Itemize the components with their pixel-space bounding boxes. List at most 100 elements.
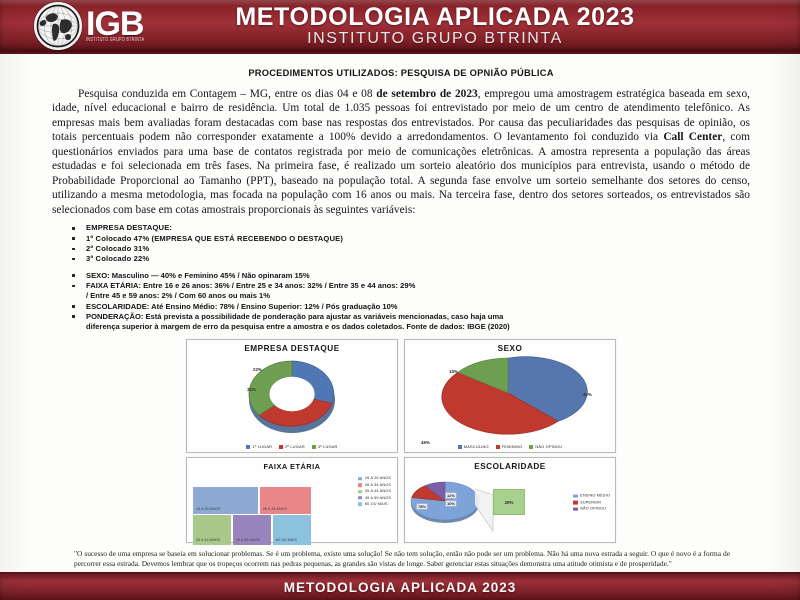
chart-plot-area: 31% 22% [187, 353, 397, 440]
list-item: 2º Colocado 31% [70, 244, 750, 254]
list-item: FAIXA ETÁRIA: Entre 16 e 26 anos: 36% / … [70, 281, 750, 291]
legend-label: ENSINO MÉDIO [580, 494, 610, 499]
legend-item: NÃO OPINOU [529, 444, 562, 449]
list-item-label: 3º Colocado 22% [86, 254, 150, 264]
legend-item: ENSINO MÉDIO [573, 494, 610, 498]
treemap-cell-label: 16 A 25 ANOS [196, 506, 221, 511]
paragraph-segment-1: Pesquisa conduzida em Contagem – MG, ent… [78, 88, 377, 100]
list-item: SEXO: Masculino — 40% e Feminino 45% / N… [70, 271, 750, 281]
legend-item: NÃO OPINOU [573, 507, 610, 511]
closing-quote: "O sucesso de uma empresa se baseia em s… [74, 549, 730, 569]
treemap-cell: 35 A 44 ANOS [193, 515, 232, 546]
legend-item: 2º LUGAR [279, 444, 305, 449]
slice-label-nao-opinou: 15% [449, 369, 458, 375]
list-item-label: PONDERAÇÃO: Está prevista a possibilidad… [86, 311, 504, 321]
legend-item: 35 A 44 ANOS [357, 489, 391, 494]
globe-icon [34, 2, 82, 50]
list-item-continuation: / Entre 45 e 59 anos: 2% / Com 60 anos o… [70, 291, 750, 301]
treemap: 16 A 25 ANOS 26 A 34 ANOS 35 A 44 ANOS 4… [193, 487, 311, 546]
list-item-label: / Entre 45 e 59 anos: 2% / Com 60 anos o… [86, 291, 271, 301]
list-item-label: 2º Colocado 31% [86, 243, 150, 253]
bar-of-pie-segment: 20% [493, 489, 525, 516]
list-item-continuation: diferença superior à margem de erro da p… [70, 322, 750, 332]
slice-label-nao-opinou: 10% [445, 500, 458, 508]
chart-plot-area: 20% 78% 12% 10% ENSINO MÉDIO SUPERIOR NÃ… [405, 471, 615, 533]
legend-item: SUPERIOR [573, 500, 610, 504]
banner-subtitle: INSTITUTO GRUPO BTRINTA [307, 30, 563, 48]
legend-item: 26 A 34 ANOS [357, 483, 391, 488]
chart-faixa-etaria: FAIXA ETÁRIA 16 A 25 ANOS 26 A 34 ANOS 3… [186, 457, 398, 546]
list-item-label: 1º Colocado 47% (EMPRESA QUE ESTÁ RECEBE… [86, 233, 344, 243]
treemap-cell: 60 OU MAIS [272, 515, 311, 546]
slice-label-ensino-medio: 78% [416, 503, 429, 511]
chart-title: FAIXA ETÁRIA [263, 462, 321, 472]
pie-svg [441, 356, 588, 435]
treemap-cell: 45 A 59 ANOS [232, 515, 272, 546]
legend-label: SUPERIOR [580, 500, 602, 505]
chart-legend: MASCULINO FEMININO NÃO OPINOU [405, 444, 615, 449]
legend-item: 3º LUGAR [311, 444, 338, 450]
intro-paragraph: Pesquisa conduzida em Contagem – MG, ent… [52, 87, 750, 217]
slice-label-2nd: 31% [247, 387, 256, 393]
chart-title: SEXO [497, 344, 523, 354]
legend-label: 2º LUGAR [285, 444, 305, 450]
legend-label: 3º LUGAR [317, 444, 338, 450]
chart-title: EMPRESA DESTAQUE [244, 344, 340, 354]
slice-label-masculino: 40% [583, 392, 592, 398]
section-title: PROCEDIMENTOS UTILIZADOS: PESQUISA DE OP… [248, 68, 554, 78]
paragraph-bold-callcenter: Call Center [663, 131, 723, 144]
bar-value-label: 20% [504, 499, 514, 505]
logo-initials: IGB [86, 4, 144, 43]
legend-item: 60 OU MAIS [357, 502, 391, 507]
paragraph-segment-3: , com questionários enviados para uma ba… [52, 131, 751, 216]
slice-label-3rd: 22% [253, 367, 262, 373]
legend-label: 60 OU MAIS [364, 502, 388, 507]
treemap-cell-label: 26 A 34 ANOS [262, 506, 288, 511]
legend-item: 45 A 59 ANOS [357, 495, 391, 500]
legend-label: 26 A 34 ANOS [364, 483, 391, 488]
treemap-row-2: 35 A 44 ANOS 45 A 59 ANOS 60 OU MAIS [193, 515, 311, 546]
list-item: EMPRESA DESTAQUE: [70, 223, 750, 233]
legend-label: 16 A 25 ANOS [364, 476, 391, 481]
header-banner: IGB INSTITUTO GRUPO BTRINTA METODOLOGIA … [0, 0, 800, 54]
list-item-label: SEXO: Masculino — 40% e Feminino 45% / N… [86, 270, 310, 280]
treemap-cell-label: 45 A 59 ANOS [235, 538, 261, 543]
legend-item: 1º LUGAR [246, 444, 272, 449]
legend-label: 45 A 59 ANOS [364, 495, 391, 500]
legend-label: FEMININO [501, 444, 523, 450]
slice-label-feminino: 45% [421, 440, 430, 446]
legend-label: 35 A 44 ANOS [364, 489, 391, 494]
document-content: PROCEDIMENTOS UTILIZADOS: PESQUISA DE OP… [0, 54, 800, 572]
treemap-cell-label: 35 A 44 ANOS [196, 538, 221, 543]
logo-subtitle: INSTITUTO GRUPO BTRINTA [86, 36, 145, 44]
legend-item: MASCULINO [457, 444, 489, 450]
slice-label-superior: 12% [445, 492, 458, 500]
list-item: 1º Colocado 47% (EMPRESA QUE ESTÁ RECEBE… [70, 234, 750, 244]
legend-label: MASCULINO [463, 444, 489, 450]
legend-item: 16 A 25 ANOS [357, 476, 391, 481]
footer-title: METODOLOGIA APLICADA 2023 [283, 579, 517, 595]
logo: IGB INSTITUTO GRUPO BTRINTA [34, 2, 144, 50]
charts-grid: EMPRESA DESTAQUE [186, 339, 616, 546]
list-item: ESCOLARIDADE: Até Ensino Médio: 78% / En… [70, 302, 750, 312]
list-item: PONDERAÇÃO: Está prevista a possibilidad… [70, 312, 750, 322]
treemap-cell: 16 A 25 ANOS [193, 487, 259, 514]
paragraph-segment-2: , empregou uma amostragem estratégica ba… [52, 88, 750, 144]
chart-sexo: SEXO 40% 45% [404, 339, 616, 454]
chart-plot-area: 16 A 25 ANOS 26 A 34 ANOS 35 A 44 ANOS 4… [187, 471, 397, 546]
doughnut-svg [248, 361, 335, 434]
footer-banner: METODOLOGIA APLICADA 2023 [0, 572, 800, 600]
chart-legend: 1º LUGAR 2º LUGAR 3º LUGAR [187, 444, 397, 449]
legend-label: NÃO OPINOU [535, 444, 563, 450]
list-item-label: diferença superior à margem de erro da p… [86, 322, 510, 332]
legend-label: NÃO OPINOU [580, 506, 606, 511]
chart-escolaridade: ESCOLARIDADE [404, 457, 616, 544]
list-item-label: FAIXA ETÁRIA: Entre 16 e 26 anos: 36% / … [86, 280, 416, 290]
chart-legend: ENSINO MÉDIO SUPERIOR NÃO OPINOU [573, 494, 610, 511]
paragraph-bold-date: de setembro de 2023 [376, 88, 478, 100]
legend-item: FEMININO [495, 444, 523, 450]
chart-title: ESCOLARIDADE [474, 462, 546, 472]
list-item: 3º Colocado 22% [70, 254, 750, 264]
variables-list: EMPRESA DESTAQUE: 1º Colocado 47% (EMPRE… [52, 223, 750, 332]
